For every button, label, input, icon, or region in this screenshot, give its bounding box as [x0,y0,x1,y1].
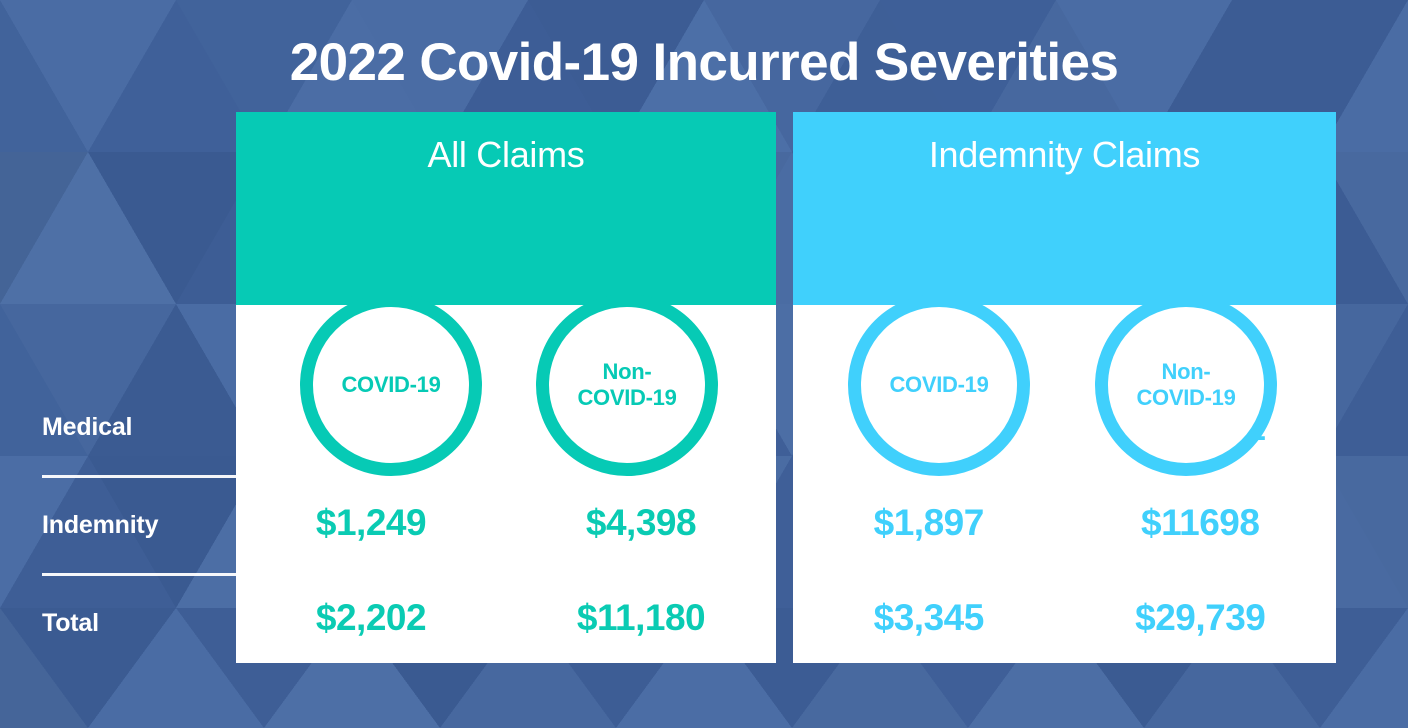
value-all-claims-non-covid19-total: $11,180 [576,596,706,638]
circle-indemnity-claims-covid19: COVID-19 [848,294,1030,476]
panel-all-claims: All Claims COVID-19 Non- COVID-19 $953 $… [236,112,776,663]
panel-title-indemnity-claims: Indemnity Claims [928,134,1201,175]
value-indemnity-claims-covid19-indemnity: $1,897 [873,501,985,543]
value-all-claims-covid19-indemnity: $1,249 [315,501,427,543]
row-label-total: Total [42,609,99,637]
value-indemnity-claims-non-covid19-total: $29,739 [1135,596,1266,638]
table-row: $1,249 $4,398 [236,475,776,570]
circle-label-line2: COVID-19 [1136,385,1236,410]
panel-header-all-claims [236,112,776,305]
row-label-indemnity: Indemnity [42,511,159,539]
row-label-medical: Medical [42,413,133,441]
value-indemnity-claims-non-covid19-indemnity: $11698 [1141,501,1260,543]
circle-label-line1: Non- [602,359,652,384]
panel-title-all-claims: All Claims [427,134,585,175]
table-row: $1,897 $11698 [793,475,1336,570]
circle-label-line1: Non- [1161,359,1211,384]
page-title: 2022 Covid-19 Incurred Severities [289,33,1119,92]
circle-label-all-claims-non-covid19: Non- COVID-19 [577,359,676,411]
value-all-claims-non-covid19-indemnity: $4,398 [585,501,697,543]
circle-label-all-claims-covid19: COVID-19 [341,372,441,397]
table-row: $2,202 $11,180 [236,570,776,665]
circle-all-claims-covid19: COVID-19 [300,294,482,476]
circle-label-line2: COVID-19 [577,385,677,410]
row-divider-2 [42,573,252,576]
row-label-column: Medical Indemnity Total [42,380,252,671]
circle-all-claims-non-covid19: Non- COVID-19 [536,294,718,476]
row-divider-1 [42,475,252,478]
circle-label-indemnity-claims-covid19: COVID-19 [889,372,989,397]
value-indemnity-claims-covid19-total: $3,345 [873,596,985,638]
panel-header-indemnity-claims [793,112,1336,305]
circle-indemnity-claims-non-covid19: Non- COVID-19 [1095,294,1277,476]
circle-label-indemnity-claims-non-covid19: Non- COVID-19 [1136,359,1235,411]
value-all-claims-covid19-total: $2,202 [315,596,427,638]
panel-indemnity-claims: Indemnity Claims COVID-19 Non- COVID-19 … [793,112,1336,663]
table-row: $3,345 $29,739 [793,570,1336,665]
